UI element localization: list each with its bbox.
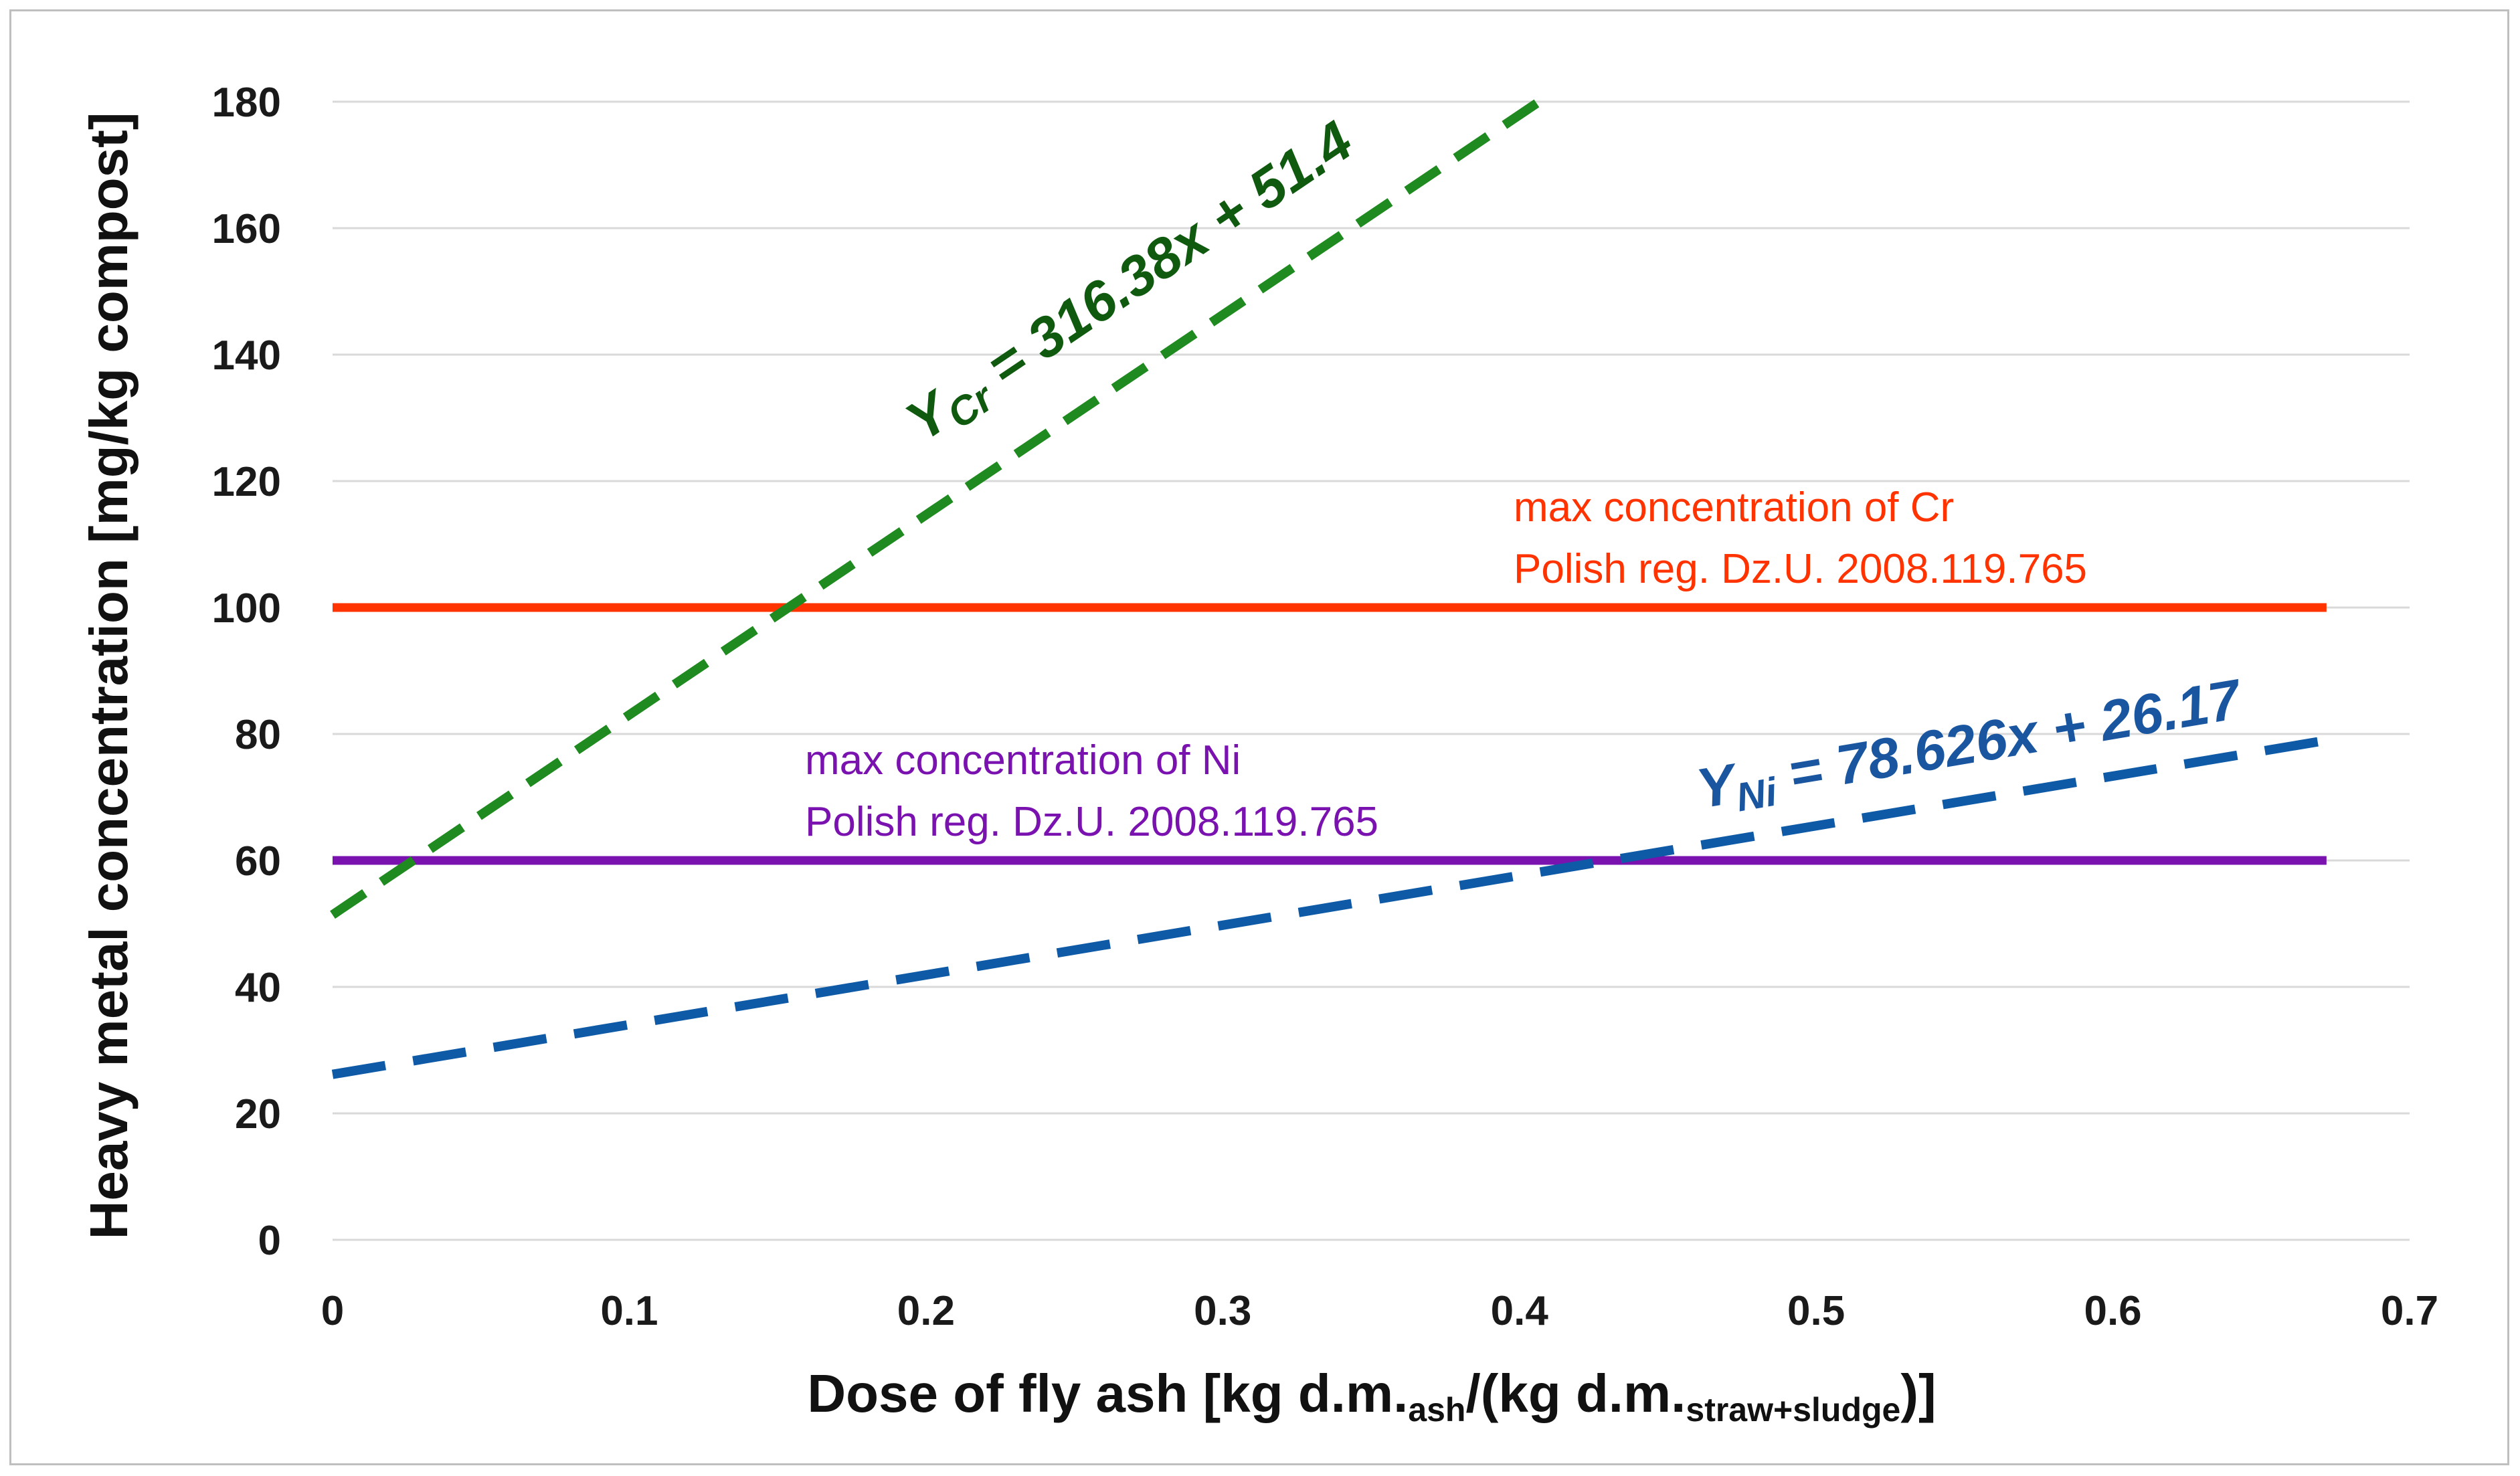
y-tick-label: 40	[235, 965, 281, 1011]
x-title-sub-straw: straw+sludge	[1686, 1391, 1900, 1428]
cr-limit-annotation-line2: Polish reg. Dz.U. 2008.119.765	[1514, 546, 2087, 592]
gridlines	[333, 100, 2410, 1241]
y-tick-label: 160	[212, 206, 281, 252]
cr-regression-equation: YCr = 316.38x + 51.4	[895, 109, 1366, 458]
x-tick-label: 0.3	[1194, 1288, 1251, 1334]
x-axis-title: Dose of fly ash [kg d.m.ash/(kg d.m.stra…	[807, 1364, 1936, 1428]
y-tick-label: 0	[258, 1218, 281, 1264]
y-tick-label: 140	[212, 333, 281, 379]
ni-eq-sub: Ni	[1733, 769, 1781, 820]
x-title-mid: /(kg d.m.	[1465, 1364, 1686, 1423]
y-tick-label: 120	[212, 459, 281, 505]
x-tick-label: 0.1	[600, 1288, 658, 1334]
x-title-sub-ash: ash	[1408, 1391, 1465, 1428]
x-tick-label: 0.2	[897, 1288, 955, 1334]
y-tick-label: 100	[212, 585, 281, 632]
x-tick-label: 0.5	[1787, 1288, 1845, 1334]
x-title-pre: Dose of fly ash [kg d.m.	[807, 1364, 1408, 1423]
y-axis-title: Heavy metal concentration [mg/kg compost…	[79, 112, 139, 1240]
y-tick-label: 60	[235, 838, 281, 885]
ni-trend-line	[331, 735, 2327, 1079]
y-tick-label: 180	[212, 80, 281, 126]
x-tick-label: 0	[321, 1288, 344, 1334]
y-tick-labels: 0 20 40 60 80 100 120 140 160 180	[212, 80, 281, 1264]
x-tick-label: 0.4	[1491, 1288, 1549, 1334]
y-tick-label: 80	[235, 712, 281, 758]
ni-limit-annotation-line1: max concentration of Ni	[805, 737, 1241, 783]
x-tick-label: 0.6	[2084, 1288, 2141, 1334]
ni-eq-rest: = 78.626x + 26.17	[1769, 667, 2246, 808]
chart-frame	[9, 9, 2509, 1465]
ni-limit-annotation-line2: Polish reg. Dz.U. 2008.119.765	[805, 799, 1378, 845]
x-tick-label: 0.7	[2381, 1288, 2438, 1334]
cr-eq-rest: = 316.38x + 51.4	[963, 109, 1364, 407]
cr-limit-annotation: max concentration of Cr Polish reg. Dz.U…	[1514, 484, 2087, 592]
x-title-post: )]	[1900, 1364, 1936, 1423]
ni-limit-annotation: max concentration of Ni Polish reg. Dz.U…	[805, 737, 1378, 845]
trend-lines	[330, 98, 2327, 1079]
y-tick-label: 20	[235, 1091, 281, 1137]
cr-trend-line	[330, 98, 1542, 919]
cr-limit-annotation-line1: max concentration of Cr	[1514, 484, 1954, 531]
x-tick-labels: 0 0.1 0.2 0.3 0.4 0.5 0.6 0.7	[321, 1288, 2438, 1334]
limit-lines	[333, 603, 2327, 865]
